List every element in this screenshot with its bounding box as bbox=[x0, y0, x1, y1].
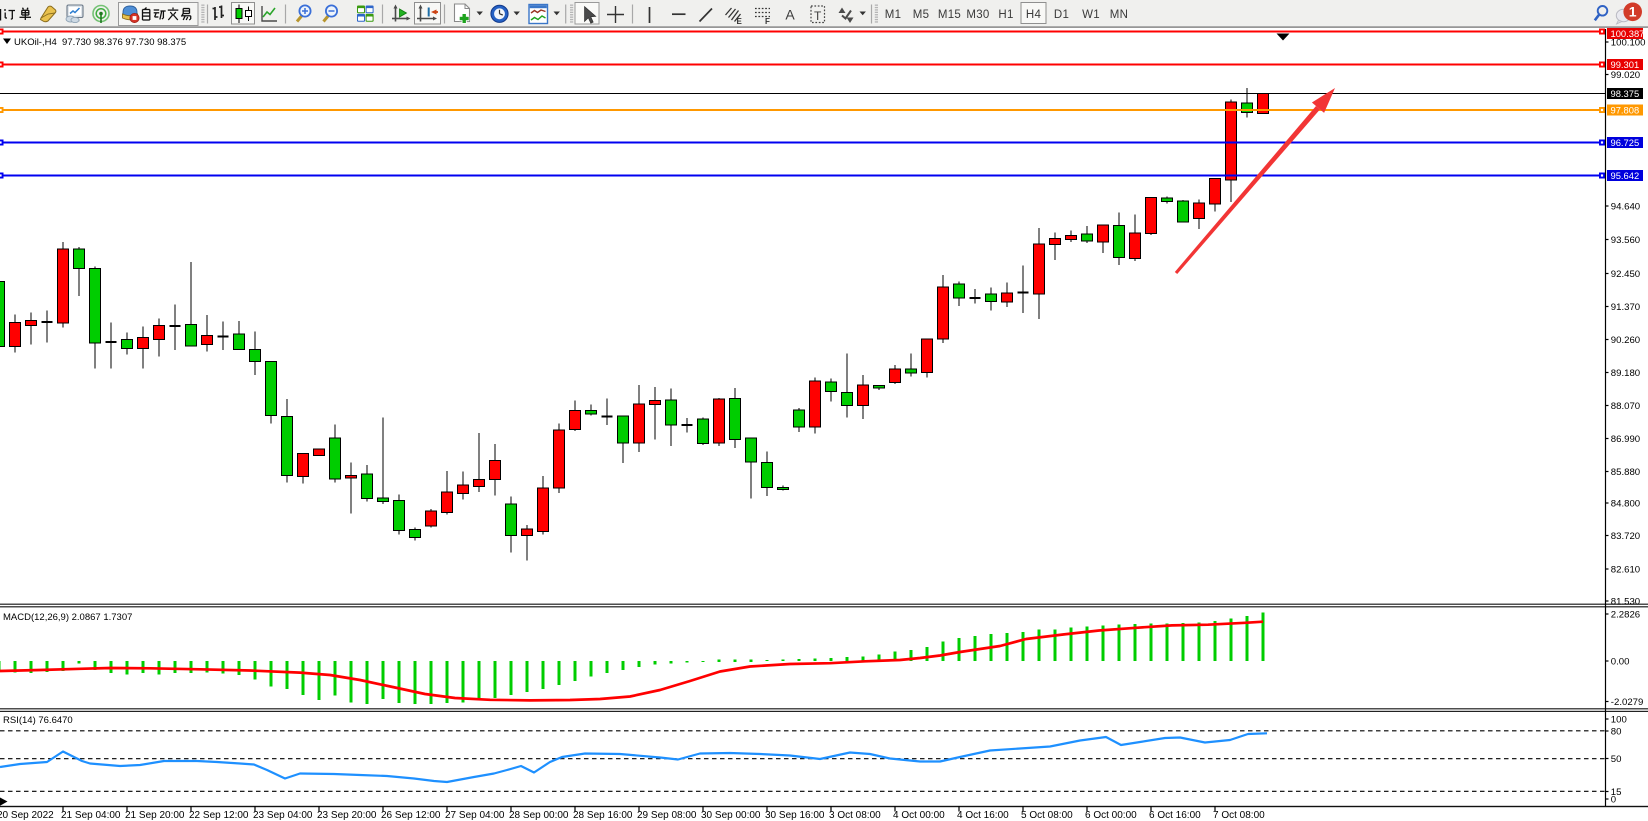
svg-text:-2.0279: -2.0279 bbox=[1611, 697, 1644, 708]
svg-text:26 Sep 12:00: 26 Sep 12:00 bbox=[381, 810, 441, 821]
svg-text:H1: H1 bbox=[998, 9, 1013, 21]
svg-text:28 Sep 00:00: 28 Sep 00:00 bbox=[509, 810, 569, 821]
svg-text:97.808: 97.808 bbox=[1611, 105, 1640, 116]
svg-text:27 Sep 04:00: 27 Sep 04:00 bbox=[445, 810, 505, 821]
svg-text:21 Sep 04:00: 21 Sep 04:00 bbox=[61, 810, 121, 821]
svg-text:30 Sep 16:00: 30 Sep 16:00 bbox=[765, 810, 825, 821]
svg-text:5 Oct 08:00: 5 Oct 08:00 bbox=[1021, 810, 1073, 821]
svg-text:99.301: 99.301 bbox=[1611, 59, 1640, 70]
svg-text:83.720: 83.720 bbox=[1611, 531, 1640, 542]
svg-text:84.800: 84.800 bbox=[1611, 499, 1640, 510]
svg-text:23 Sep 04:00: 23 Sep 04:00 bbox=[253, 810, 313, 821]
svg-text:85.880: 85.880 bbox=[1611, 467, 1640, 478]
svg-text:98.375: 98.375 bbox=[1611, 88, 1640, 99]
svg-text:100: 100 bbox=[1611, 715, 1627, 726]
svg-text:H4: H4 bbox=[1026, 9, 1042, 21]
svg-text:86.990: 86.990 bbox=[1611, 434, 1640, 445]
svg-text:28 Sep 16:00: 28 Sep 16:00 bbox=[573, 810, 633, 821]
svg-text:96.725: 96.725 bbox=[1611, 137, 1640, 148]
svg-text:99.020: 99.020 bbox=[1611, 70, 1640, 81]
svg-text:M30: M30 bbox=[966, 9, 989, 21]
svg-text:7 Oct 08:00: 7 Oct 08:00 bbox=[1213, 810, 1265, 821]
svg-text:90.260: 90.260 bbox=[1611, 335, 1640, 346]
svg-text:2.2826: 2.2826 bbox=[1611, 610, 1640, 621]
svg-text:82.610: 82.610 bbox=[1611, 565, 1640, 576]
svg-text:23 Sep 20:00: 23 Sep 20:00 bbox=[317, 810, 377, 821]
svg-text:92.450: 92.450 bbox=[1611, 269, 1640, 280]
svg-text:50: 50 bbox=[1611, 754, 1622, 765]
svg-text:T: T bbox=[814, 9, 822, 23]
svg-text:93.560: 93.560 bbox=[1611, 235, 1640, 246]
svg-text:94.640: 94.640 bbox=[1611, 202, 1640, 213]
svg-text:81.530: 81.530 bbox=[1611, 597, 1640, 608]
svg-text:100.387: 100.387 bbox=[1611, 28, 1645, 39]
svg-text:91.370: 91.370 bbox=[1611, 302, 1640, 313]
svg-text:A: A bbox=[785, 7, 795, 23]
svg-text:UKOil-,H4 97.730 98.376 97.73: UKOil-,H4 97.730 98.376 97.730 98.375 bbox=[14, 37, 186, 48]
svg-text:1: 1 bbox=[1629, 4, 1637, 20]
svg-text:E: E bbox=[737, 17, 743, 26]
svg-text:3 Oct 08:00: 3 Oct 08:00 bbox=[829, 810, 881, 821]
svg-text:M15: M15 bbox=[938, 9, 961, 21]
svg-text:M5: M5 bbox=[913, 9, 930, 21]
svg-text:30 Sep 00:00: 30 Sep 00:00 bbox=[701, 810, 761, 821]
svg-text:89.180: 89.180 bbox=[1611, 368, 1640, 379]
svg-text:M1: M1 bbox=[885, 9, 902, 21]
svg-text:MACD(12,26,9) 2.0867 1.7307: MACD(12,26,9) 2.0867 1.7307 bbox=[3, 612, 132, 623]
svg-text:88.070: 88.070 bbox=[1611, 401, 1640, 412]
svg-text:4 Oct 00:00: 4 Oct 00:00 bbox=[893, 810, 945, 821]
svg-text:15: 15 bbox=[1611, 787, 1622, 798]
svg-text:4 Oct 16:00: 4 Oct 16:00 bbox=[957, 810, 1009, 821]
svg-text:F: F bbox=[765, 17, 770, 26]
svg-text:0.00: 0.00 bbox=[1611, 657, 1630, 668]
svg-text:22 Sep 12:00: 22 Sep 12:00 bbox=[189, 810, 249, 821]
svg-text:RSI(14) 76.6470: RSI(14) 76.6470 bbox=[3, 715, 73, 726]
svg-text:6 Oct 00:00: 6 Oct 00:00 bbox=[1085, 810, 1137, 821]
svg-text:80: 80 bbox=[1611, 727, 1622, 738]
svg-text:95.642: 95.642 bbox=[1611, 170, 1640, 181]
svg-text:21 Sep 20:00: 21 Sep 20:00 bbox=[125, 810, 185, 821]
svg-text:W1: W1 bbox=[1082, 9, 1100, 21]
svg-text:MN: MN bbox=[1110, 9, 1129, 21]
svg-text:6 Oct 16:00: 6 Oct 16:00 bbox=[1149, 810, 1201, 821]
svg-text:D1: D1 bbox=[1054, 9, 1069, 21]
svg-text:100.100: 100.100 bbox=[1611, 38, 1646, 49]
svg-text:20 Sep 2022: 20 Sep 2022 bbox=[0, 810, 54, 821]
svg-text:0: 0 bbox=[1611, 795, 1616, 806]
svg-text:29 Sep 08:00: 29 Sep 08:00 bbox=[637, 810, 697, 821]
